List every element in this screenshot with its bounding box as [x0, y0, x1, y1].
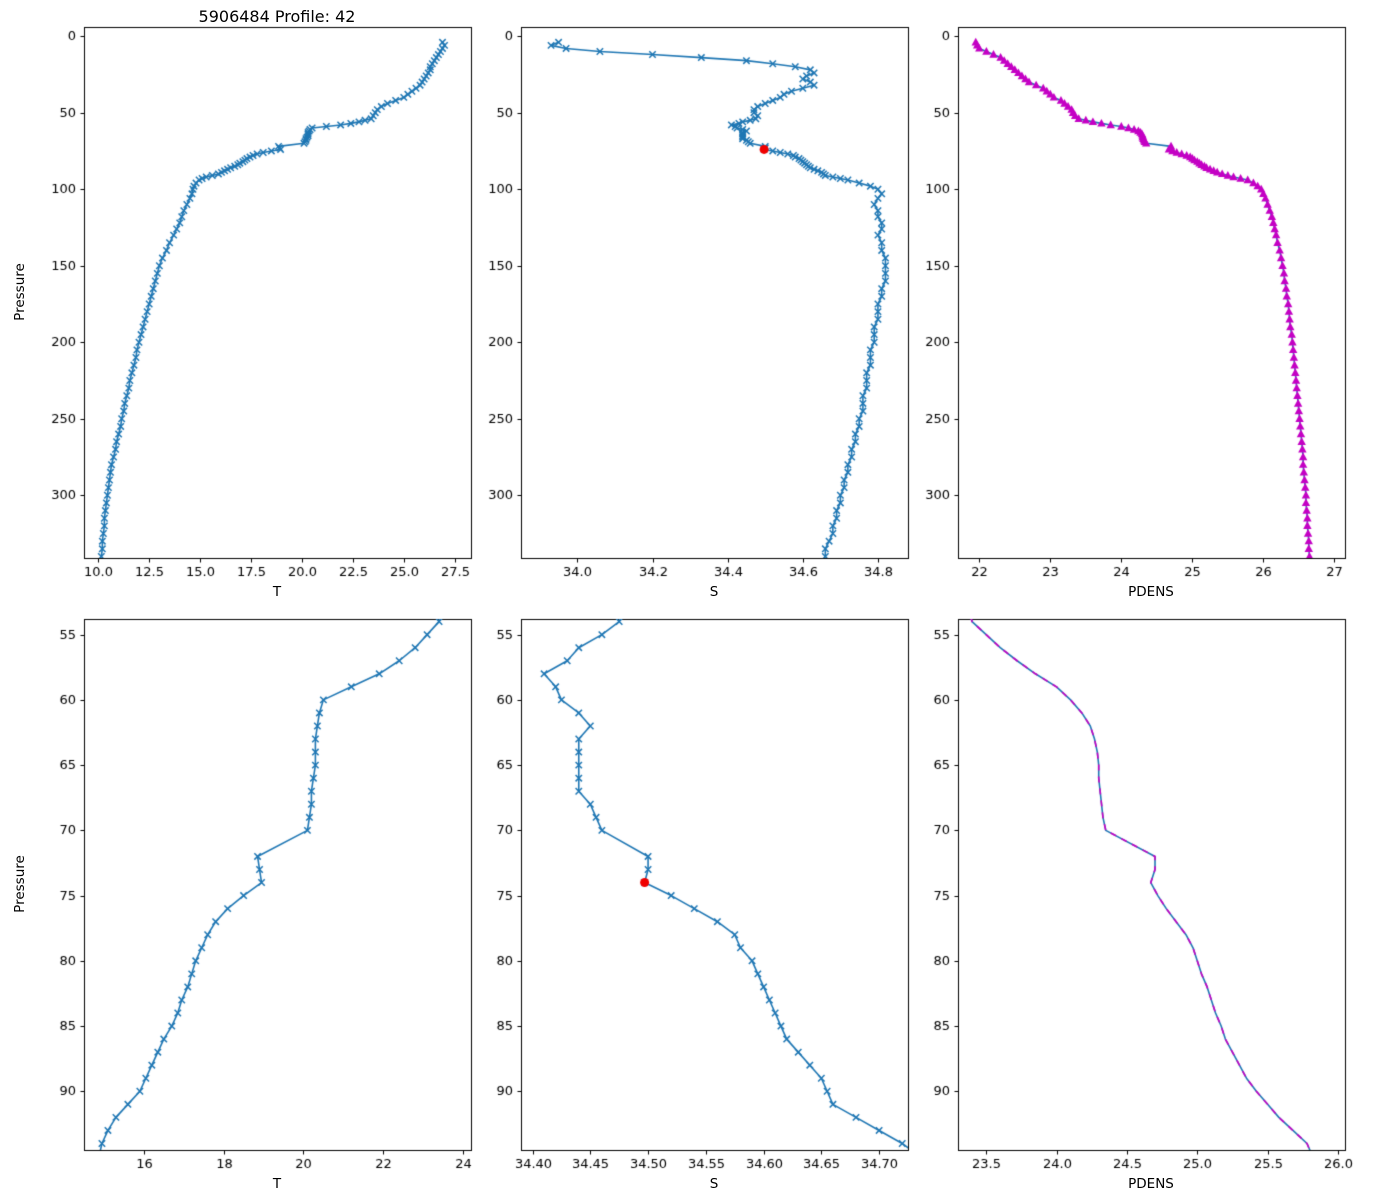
xlabel-t-zoom: T [272, 1176, 282, 1192]
ylabel-pressure-full: Pressure [12, 263, 28, 321]
xlabel-pdens-full: PDENS [1128, 584, 1174, 600]
xlabel-t-full: T [272, 584, 282, 600]
xlabel-pdens-zoom: PDENS [1128, 1176, 1174, 1192]
xlabel-s-zoom: S [709, 1176, 719, 1192]
ylabel-pressure-zoom: Pressure [12, 855, 28, 913]
figure-title: 5906484 Profile: 42 [198, 7, 356, 26]
xlabel-s-full: S [709, 584, 719, 600]
